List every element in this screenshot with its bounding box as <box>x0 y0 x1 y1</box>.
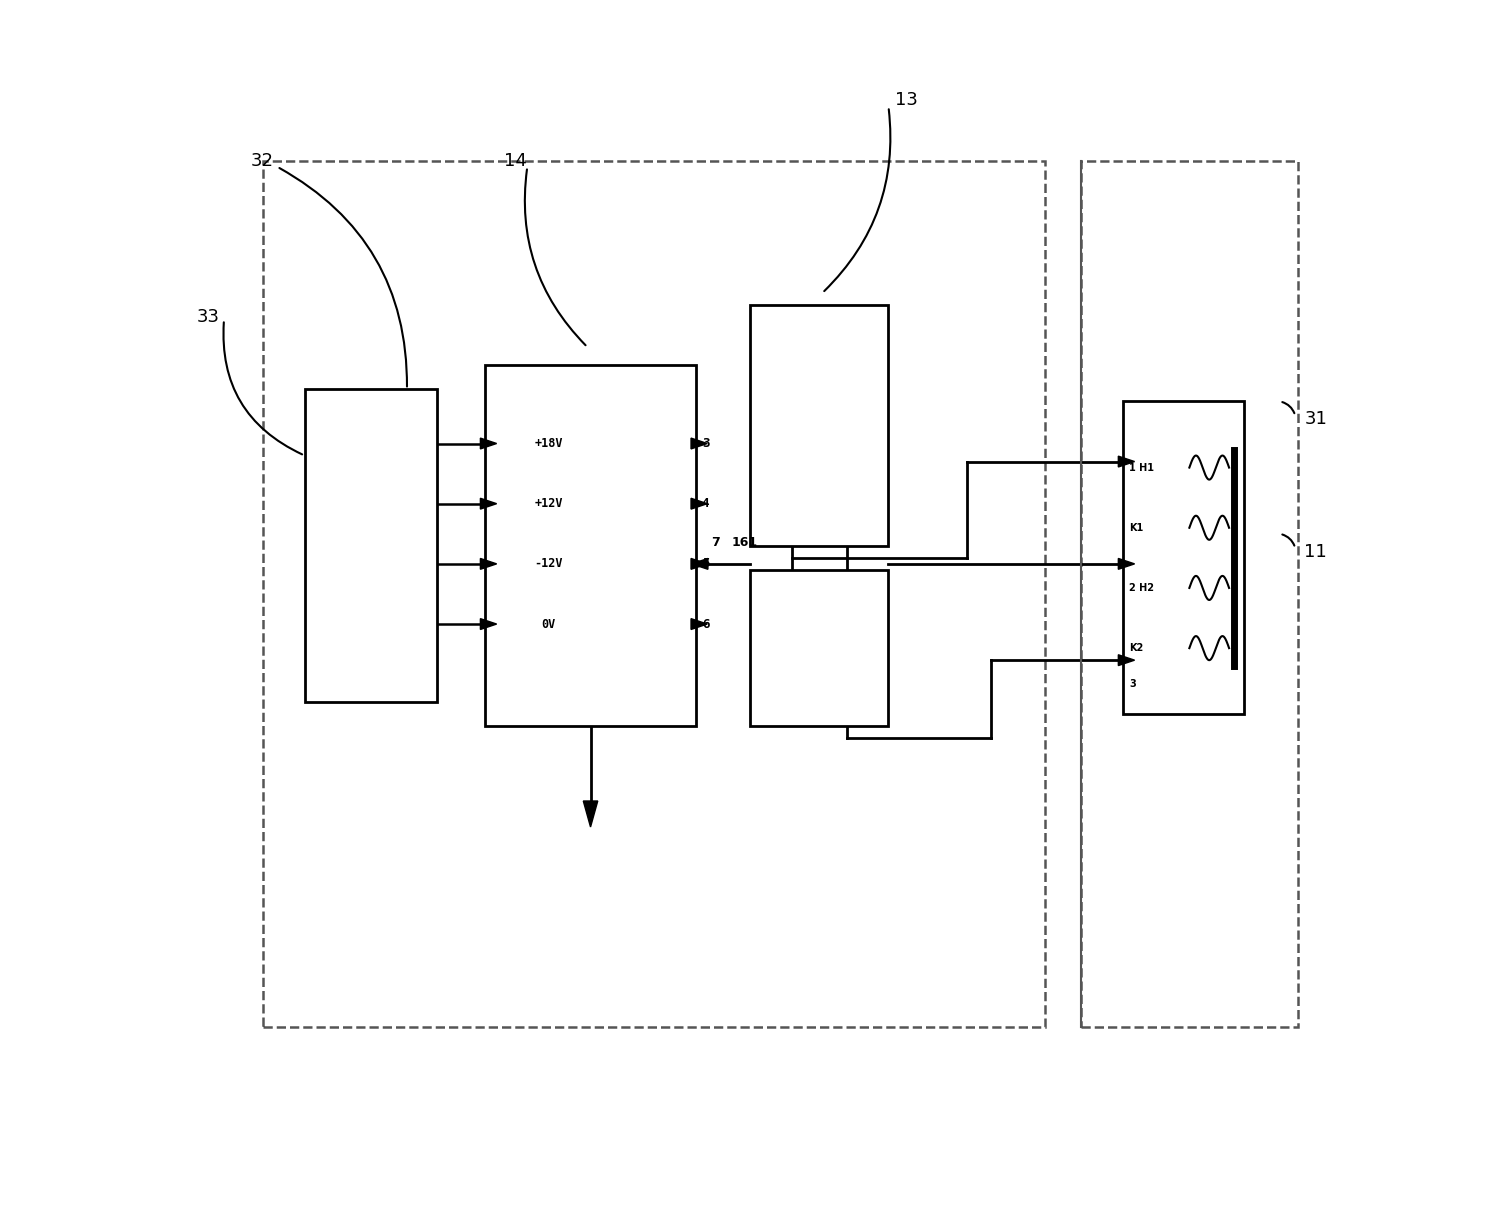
Polygon shape <box>1119 456 1134 467</box>
Text: 7: 7 <box>711 537 720 549</box>
Text: -12V: -12V <box>534 558 562 571</box>
Bar <box>485 365 696 726</box>
Polygon shape <box>1119 654 1134 665</box>
Text: +12V: +12V <box>534 497 562 510</box>
Bar <box>305 389 437 702</box>
Text: 3: 3 <box>1129 679 1135 690</box>
Text: K1: K1 <box>1129 522 1143 533</box>
Bar <box>1080 161 1298 1028</box>
Text: 31: 31 <box>1305 411 1327 428</box>
FancyArrowPatch shape <box>1283 534 1295 545</box>
Polygon shape <box>692 559 708 570</box>
Polygon shape <box>481 559 497 570</box>
Bar <box>1123 401 1244 714</box>
Text: 3: 3 <box>702 438 710 450</box>
FancyArrowPatch shape <box>223 322 302 454</box>
Polygon shape <box>690 559 707 570</box>
FancyArrowPatch shape <box>824 109 890 291</box>
Polygon shape <box>690 618 707 629</box>
Text: 33: 33 <box>196 308 220 326</box>
Text: 0V: 0V <box>542 618 555 630</box>
Polygon shape <box>583 801 598 827</box>
Polygon shape <box>690 438 707 448</box>
Text: 13: 13 <box>896 91 918 109</box>
Text: 2 H2: 2 H2 <box>1129 583 1155 593</box>
FancyArrowPatch shape <box>280 168 408 387</box>
Text: 14: 14 <box>504 152 527 170</box>
Text: 5: 5 <box>702 558 710 571</box>
Polygon shape <box>481 498 497 509</box>
Bar <box>262 161 1045 1028</box>
Polygon shape <box>481 618 497 629</box>
FancyArrowPatch shape <box>1283 402 1295 413</box>
Text: 32: 32 <box>251 152 274 170</box>
Text: 6: 6 <box>702 618 710 630</box>
Polygon shape <box>1119 559 1134 570</box>
Text: 11: 11 <box>1305 543 1327 561</box>
Text: +18V: +18V <box>534 438 562 450</box>
Bar <box>750 305 888 545</box>
Text: 1 H1: 1 H1 <box>1129 463 1155 473</box>
Text: 4: 4 <box>702 497 710 510</box>
Text: 161: 161 <box>732 537 757 549</box>
Polygon shape <box>690 498 707 509</box>
Bar <box>750 570 888 726</box>
FancyArrowPatch shape <box>525 170 586 345</box>
Polygon shape <box>481 438 497 448</box>
Text: K2: K2 <box>1129 644 1143 653</box>
